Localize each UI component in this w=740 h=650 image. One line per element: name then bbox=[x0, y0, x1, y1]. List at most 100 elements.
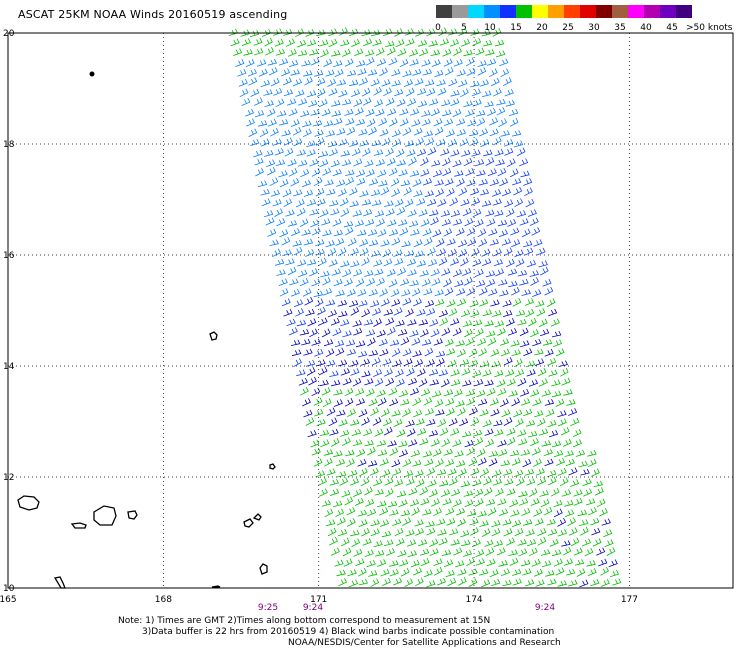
wind-barb bbox=[330, 438, 340, 447]
longitude-label: 165 bbox=[0, 595, 17, 605]
wind-barb bbox=[476, 389, 486, 398]
wind-barb bbox=[364, 159, 374, 168]
wind-barb bbox=[328, 88, 338, 96]
wind-barb bbox=[416, 368, 426, 377]
wind-barb bbox=[277, 110, 287, 117]
colorbar-swatch bbox=[612, 5, 628, 18]
longitude-label: 177 bbox=[621, 595, 638, 605]
wind-barb bbox=[417, 100, 428, 108]
wind-barb bbox=[297, 39, 307, 48]
wind-barb bbox=[531, 447, 541, 456]
wind-barb bbox=[538, 318, 548, 327]
wind-barb bbox=[339, 27, 348, 36]
wind-barb bbox=[452, 159, 462, 168]
wind-barb bbox=[378, 180, 388, 187]
wind-barb bbox=[502, 579, 512, 587]
wind-barb bbox=[484, 379, 494, 387]
wind-barb bbox=[435, 238, 445, 247]
wind-barb bbox=[581, 538, 592, 547]
wind-barb bbox=[283, 308, 293, 317]
wind-barb bbox=[305, 359, 316, 367]
island-outline bbox=[211, 585, 221, 588]
wind-barb bbox=[330, 317, 340, 326]
wind-barb bbox=[506, 378, 516, 387]
wind-barb bbox=[474, 379, 484, 387]
wind-barb bbox=[542, 278, 552, 287]
wind-barb bbox=[442, 48, 452, 57]
wind-barb bbox=[428, 429, 439, 437]
wind-barb bbox=[477, 337, 487, 346]
wind-barb bbox=[544, 286, 554, 296]
wind-barb bbox=[495, 50, 506, 58]
wind-barb bbox=[465, 337, 475, 346]
wind-barb bbox=[458, 248, 468, 257]
wind-barb bbox=[279, 179, 289, 188]
wind-barb bbox=[320, 49, 329, 58]
wind-barb bbox=[326, 468, 336, 476]
wind-barb bbox=[430, 108, 440, 117]
wind-barb bbox=[396, 206, 406, 216]
wind-barb bbox=[407, 269, 417, 277]
wind-barb bbox=[514, 249, 524, 257]
wind-barb bbox=[295, 199, 305, 208]
wind-barb bbox=[349, 139, 359, 147]
wind-barb bbox=[503, 417, 513, 426]
wind-barb bbox=[472, 258, 482, 267]
wind-barb bbox=[357, 288, 367, 297]
wind-barb bbox=[388, 387, 398, 396]
wind-barb bbox=[384, 539, 394, 547]
wind-barb bbox=[489, 398, 499, 406]
wind-barb bbox=[264, 37, 273, 47]
colorbar-swatch bbox=[532, 5, 548, 18]
wind-barb bbox=[316, 418, 326, 426]
wind-barb bbox=[460, 198, 470, 207]
wind-barb bbox=[408, 220, 419, 228]
wind-barb bbox=[333, 389, 343, 396]
wind-barb bbox=[336, 127, 346, 136]
wind-barb bbox=[548, 369, 558, 377]
wind-barb bbox=[235, 59, 245, 67]
wind-barb bbox=[474, 219, 484, 228]
wind-barb bbox=[460, 309, 471, 317]
wind-barb bbox=[508, 108, 519, 116]
wind-barb bbox=[430, 268, 440, 277]
wind-barb bbox=[480, 360, 490, 368]
wind-barb bbox=[310, 439, 320, 448]
wind-barb bbox=[457, 518, 466, 527]
wind-barb bbox=[536, 247, 546, 256]
wind-barb bbox=[498, 508, 509, 516]
wind-barb-swath bbox=[228, 27, 622, 588]
wind-barb bbox=[519, 218, 529, 226]
wind-barb bbox=[421, 110, 431, 117]
wind-barb bbox=[470, 248, 480, 257]
wind-barb bbox=[336, 179, 346, 187]
wind-barb bbox=[352, 439, 363, 446]
wind-barb bbox=[391, 129, 401, 138]
wind-barb bbox=[282, 249, 292, 256]
wind-barb bbox=[345, 169, 355, 176]
wind-barb bbox=[375, 549, 385, 557]
wind-barb bbox=[335, 237, 345, 246]
island-outline bbox=[89, 71, 95, 77]
wind-barb bbox=[257, 180, 268, 188]
wind-barb bbox=[360, 358, 371, 366]
wind-barb bbox=[511, 397, 521, 407]
wind-barb bbox=[377, 449, 388, 457]
wind-barb bbox=[547, 419, 557, 428]
wind-barb bbox=[370, 250, 381, 257]
wind-barb bbox=[439, 38, 450, 46]
wind-barb bbox=[331, 100, 341, 107]
wind-barb bbox=[351, 147, 361, 157]
wind-barb bbox=[256, 59, 267, 67]
wind-barb bbox=[426, 580, 436, 588]
wind-barb bbox=[491, 189, 502, 197]
wind-barb bbox=[413, 298, 422, 307]
wind-barb bbox=[391, 348, 401, 357]
wind-barb bbox=[372, 307, 382, 316]
wind-barb bbox=[519, 278, 529, 286]
wind-barb bbox=[542, 339, 553, 346]
wind-barb bbox=[381, 79, 391, 87]
wind-barb bbox=[523, 519, 533, 526]
wind-barb bbox=[353, 158, 363, 167]
wind-barb bbox=[391, 409, 401, 417]
